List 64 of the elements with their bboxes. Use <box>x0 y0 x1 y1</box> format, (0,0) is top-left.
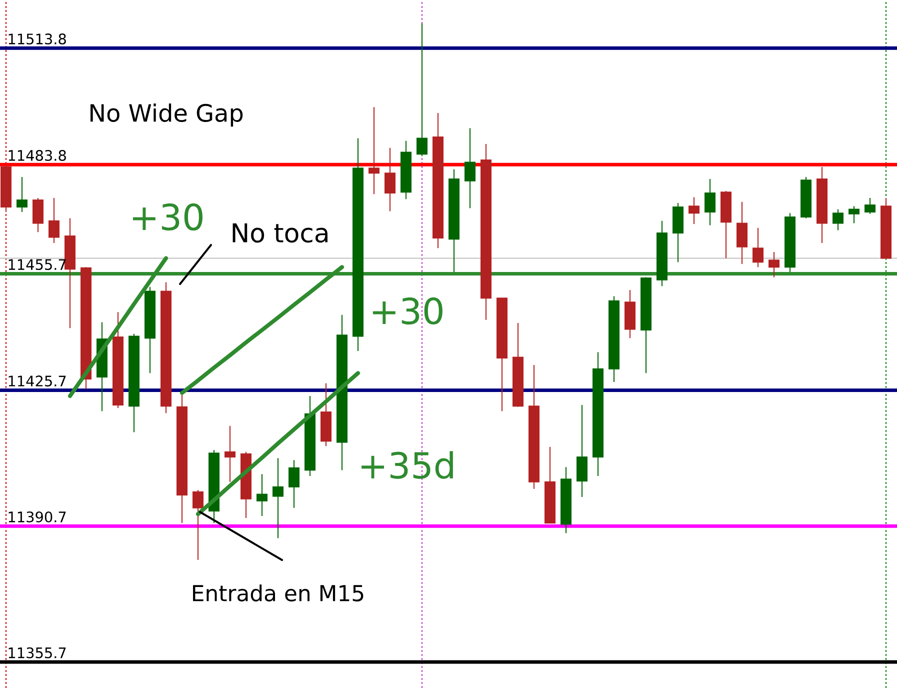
candlestick <box>784 212 796 273</box>
candlestick <box>400 140 412 200</box>
candlestick <box>480 144 492 320</box>
candlestick <box>336 314 348 471</box>
ref-line-label: 11483.8 <box>8 150 66 161</box>
candlestick <box>464 128 476 209</box>
candlestick <box>160 282 172 414</box>
candlestick <box>592 352 604 477</box>
candlestick <box>368 106 380 195</box>
candlestick <box>144 286 156 374</box>
candlestick <box>0 164 12 212</box>
annotation: +35d <box>362 451 453 479</box>
candlestick <box>224 425 236 482</box>
candlestick <box>304 396 316 477</box>
annotation: Entrada en M15 <box>193 584 364 602</box>
candlestick <box>16 176 28 212</box>
candlestick <box>320 382 332 447</box>
candlestick <box>416 22 428 157</box>
candlestick <box>64 218 76 329</box>
candlestick <box>576 404 588 498</box>
ref-line-label: 11355.7 <box>8 647 66 658</box>
candlestick <box>432 112 444 249</box>
candlestick <box>816 166 828 244</box>
candlestick <box>176 394 188 524</box>
candlestick <box>496 298 508 412</box>
candlestick <box>384 147 396 212</box>
candlestick <box>608 296 620 383</box>
candlestick <box>800 176 812 219</box>
candlestick <box>640 276 652 374</box>
candlestick <box>256 474 268 516</box>
annotation: +30 <box>372 297 442 325</box>
candlestick <box>48 198 60 244</box>
candlestick <box>128 333 140 433</box>
candlestick <box>272 458 284 539</box>
candlestick <box>192 489 204 560</box>
candlestick <box>720 190 732 259</box>
candlestick <box>832 208 844 231</box>
ref-line-label: 11425.7 <box>8 376 66 386</box>
candlestick <box>112 312 124 409</box>
ref-line-label: 11513.8 <box>8 34 66 44</box>
annotation: No toca <box>232 223 328 243</box>
candlestick <box>560 466 572 534</box>
candlestick <box>704 178 716 226</box>
ref-line-label: 11390.7 <box>8 511 66 522</box>
candlestick <box>864 198 876 214</box>
annotation: No Wide Gap <box>90 103 243 127</box>
candlestick <box>688 196 700 225</box>
candlestick <box>80 266 92 390</box>
candlestick <box>352 138 364 352</box>
candlestick <box>32 198 44 233</box>
candlestick <box>528 364 540 490</box>
candlestick <box>448 168 460 273</box>
candlestick <box>288 460 300 508</box>
candlestick <box>768 251 780 278</box>
candlestick <box>880 198 892 259</box>
candlestick <box>544 446 556 524</box>
candlestick <box>656 220 668 287</box>
candlestick <box>672 202 684 263</box>
candlestick <box>512 322 524 408</box>
candlestick <box>736 201 748 265</box>
candlestick <box>752 227 764 268</box>
candlestick <box>624 290 636 339</box>
candlestick <box>848 206 860 224</box>
annotation: +30 <box>132 203 202 231</box>
